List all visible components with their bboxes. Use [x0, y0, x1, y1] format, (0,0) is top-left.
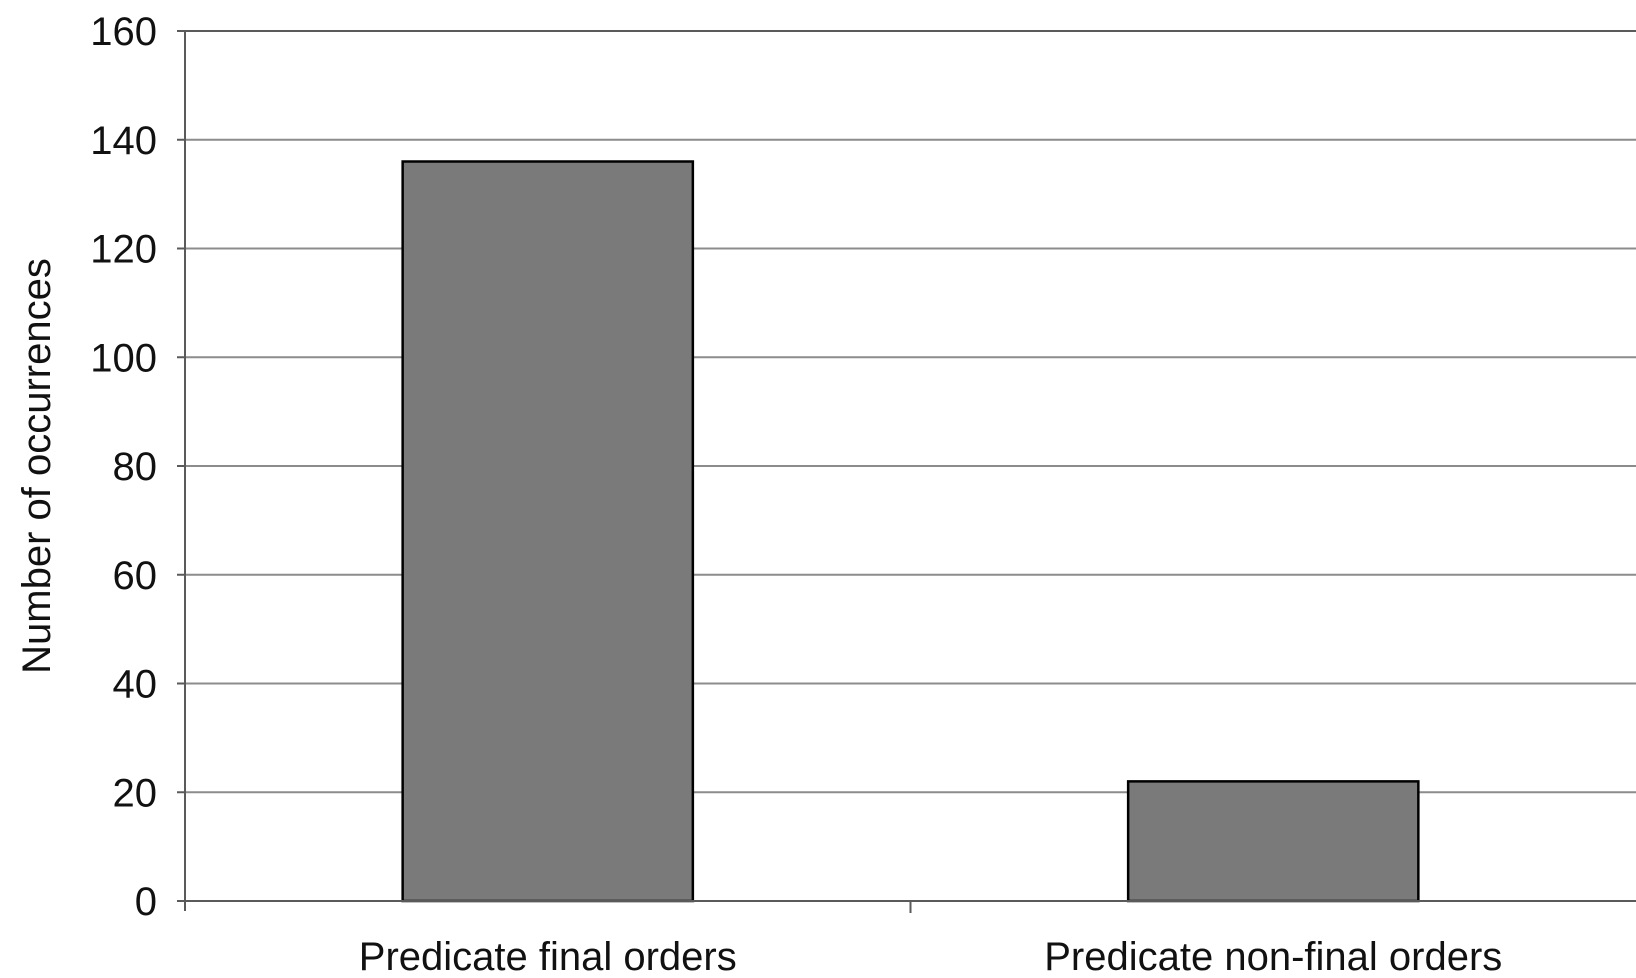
y-tick-label: 100: [90, 336, 157, 380]
x-category-label: Predicate final orders: [359, 935, 737, 978]
bar: [1126, 780, 1420, 903]
y-tick-label: 140: [90, 119, 157, 163]
y-tick-label: 80: [113, 445, 158, 489]
y-tick-label: 20: [113, 771, 158, 815]
y-tick-label: 120: [90, 228, 157, 272]
y-tick-label: 60: [113, 554, 158, 598]
x-category-label: Predicate non-final orders: [1044, 935, 1502, 978]
x-category-labels: Predicate final orders Predicate non-fina…: [359, 935, 1503, 978]
bars: [401, 160, 1420, 903]
y-axis-title: Number of occurrences: [15, 258, 59, 674]
bar: [401, 160, 695, 903]
y-tick-label: 40: [113, 663, 158, 707]
y-tick-label: 0: [135, 880, 157, 924]
y-tick-labels: 0 20 40 60 80 100 120 140 160: [90, 10, 185, 924]
axes: [184, 30, 1636, 913]
y-tick-label: 160: [90, 10, 157, 54]
